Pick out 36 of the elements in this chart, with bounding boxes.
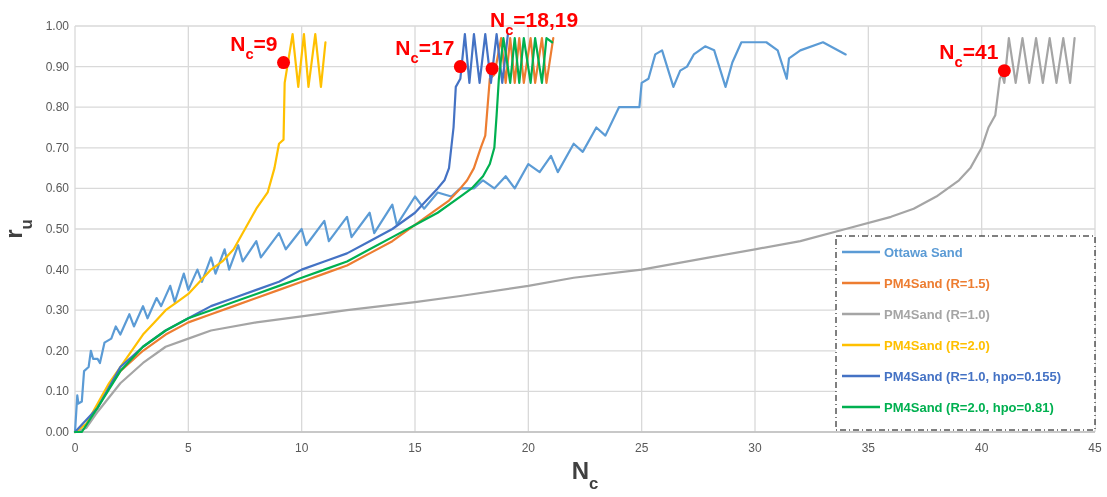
y-tick-label: 0.50 bbox=[45, 222, 70, 236]
x-tick-label: 5 bbox=[184, 441, 192, 455]
x-tick-label: 15 bbox=[408, 441, 422, 455]
point bbox=[453, 60, 467, 74]
y-tick-label: 0.20 bbox=[45, 343, 70, 358]
x-tick-label: 25 bbox=[634, 441, 649, 455]
point bbox=[485, 62, 499, 76]
y-tick-label: 1.00 bbox=[45, 19, 70, 33]
legend-label: PM4Sand (R=1.0, hpo=0.155) bbox=[884, 369, 1062, 384]
point bbox=[277, 56, 291, 70]
y-tick-label: 0.60 bbox=[45, 181, 70, 196]
y-tick-label: 0.00 bbox=[45, 425, 70, 439]
x-tick-label: 35 bbox=[861, 441, 876, 455]
x-tick-label: 20 bbox=[521, 441, 536, 455]
x-tick-label: 0 bbox=[71, 441, 79, 455]
legend-label: PM4Sand (R=2.0) bbox=[884, 338, 990, 353]
legend-label: PM4Sand (R=1.0) bbox=[884, 307, 990, 322]
x-tick-label: 45 bbox=[1088, 441, 1102, 455]
x-tick-label: 40 bbox=[974, 441, 989, 455]
legend-label: PM4Sand (R=2.0, hpo=0.81) bbox=[884, 400, 1054, 415]
y-tick-label: 0.10 bbox=[45, 384, 70, 399]
annotation: N$_{c}$=9 bbox=[230, 31, 278, 62]
legend-label: Ottawa Sand bbox=[884, 245, 963, 260]
annotation: N$_{c}$=17 bbox=[395, 35, 455, 66]
y-tick-label: 0.90 bbox=[45, 59, 70, 74]
annotation: N$_{c}$=18,19 bbox=[489, 7, 579, 38]
x-tick-label: 10 bbox=[294, 441, 309, 455]
x-tick-label: 30 bbox=[748, 441, 762, 455]
legend-label: PM4Sand (R=1.5) bbox=[884, 276, 990, 291]
annotation: N$_{c}$=41 bbox=[939, 39, 999, 70]
y-tick-label: 0.30 bbox=[45, 303, 70, 318]
x-axis-title: N$_{c}$ bbox=[571, 457, 599, 493]
y-tick-label: 0.40 bbox=[45, 262, 70, 277]
y-tick-label: 0.70 bbox=[45, 140, 70, 155]
point bbox=[997, 64, 1011, 78]
y-tick-label: 0.80 bbox=[45, 100, 70, 115]
